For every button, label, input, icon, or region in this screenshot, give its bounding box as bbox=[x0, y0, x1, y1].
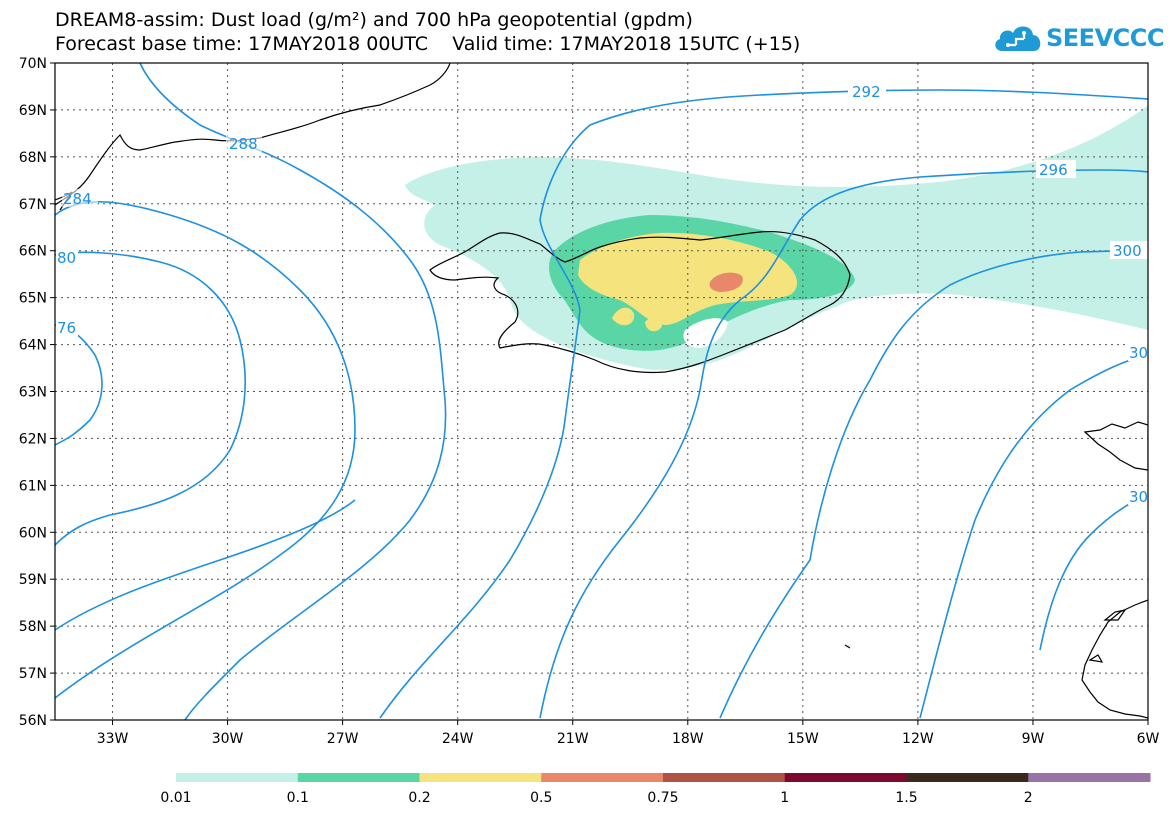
colorbar-label: 2 bbox=[1024, 790, 1033, 806]
colorbar-swatch bbox=[663, 773, 786, 782]
colorbar-swatch bbox=[541, 773, 664, 782]
coastline-iceland bbox=[429, 230, 851, 374]
colorbar-swatch bbox=[297, 773, 420, 782]
colorbar-label: 0.01 bbox=[160, 790, 191, 806]
dust-area-05 bbox=[709, 272, 743, 292]
contour-label-276: 76 bbox=[57, 319, 76, 337]
coastline-faroe bbox=[1083, 421, 1148, 471]
dust-area-02b bbox=[612, 307, 635, 326]
cloud-icon bbox=[995, 26, 1041, 51]
colorbar-label: 0.2 bbox=[408, 790, 430, 806]
contour-300 bbox=[809, 249, 1148, 561]
lon-tick-label: 9W bbox=[1022, 731, 1045, 747]
colorbar: 0.01 0.1 0.2 0.5 0.75 1 1.5 2 bbox=[160, 773, 1151, 806]
lat-tick-label: 67N bbox=[19, 197, 47, 213]
lat-tick-label: 59N bbox=[19, 572, 47, 588]
dust-gap bbox=[683, 318, 728, 348]
lon-axis: 33W 30W 27W 24W 21W 18W 15W 12W 9W 6W bbox=[97, 720, 1160, 747]
lat-tick-label: 65N bbox=[19, 291, 47, 307]
lat-tick-label: 70N bbox=[19, 56, 47, 72]
lon-tick-label: 6W bbox=[1137, 731, 1160, 747]
contour-label-308: 30 bbox=[1129, 488, 1148, 506]
lon-tick-label: 27W bbox=[327, 731, 359, 747]
coastlines bbox=[55, 63, 1148, 719]
colorbar-swatch bbox=[419, 773, 542, 782]
lat-tick-label: 56N bbox=[19, 713, 47, 729]
lat-tick-label: 66N bbox=[19, 244, 47, 260]
lat-tick-label: 68N bbox=[19, 150, 47, 166]
colorbar-label: 1.5 bbox=[895, 790, 917, 806]
dust-area-02c bbox=[645, 317, 662, 332]
contour-inner-b bbox=[719, 559, 811, 719]
contour-label-284: 284 bbox=[63, 190, 92, 208]
colorbar-swatch bbox=[176, 773, 299, 782]
lat-tick-label: 58N bbox=[19, 619, 47, 635]
colorbar-swatch bbox=[1028, 773, 1151, 782]
lat-tick-label: 57N bbox=[19, 666, 47, 682]
dust-layer bbox=[405, 105, 1148, 370]
contour-label-296: 296 bbox=[1039, 161, 1068, 179]
logo-text: SEEVCCC bbox=[1046, 24, 1165, 52]
lat-tick-label: 60N bbox=[19, 525, 47, 541]
lon-tick-label: 21W bbox=[557, 731, 589, 747]
chart-title: DREAM8-assim: Dust load (g/m²) and 700 h… bbox=[55, 9, 693, 31]
lat-tick-label: 63N bbox=[19, 385, 47, 401]
contour-288 bbox=[139, 63, 447, 720]
lat-tick-label: 69N bbox=[19, 103, 47, 119]
colorbar-label: 0.1 bbox=[287, 790, 309, 806]
lat-tick-label: 62N bbox=[19, 431, 47, 447]
contour-276 bbox=[55, 324, 103, 446]
lon-tick-label: 12W bbox=[902, 731, 934, 747]
lon-tick-label: 15W bbox=[787, 731, 819, 747]
contour-272-b bbox=[55, 499, 356, 631]
lat-tick-label: 61N bbox=[19, 478, 47, 494]
contour-label-300: 300 bbox=[1113, 242, 1142, 260]
contour-inner-a bbox=[539, 389, 701, 719]
colorbar-label: 1 bbox=[780, 790, 789, 806]
lon-tick-label: 30W bbox=[212, 731, 244, 747]
dust-area-02 bbox=[578, 232, 798, 325]
contour-292 bbox=[539, 89, 1148, 221]
chart-subtitle: Forecast base time: 17MAY2018 00UTC Vali… bbox=[55, 33, 801, 55]
contour-296 bbox=[699, 169, 1148, 391]
lon-tick-label: 18W bbox=[672, 731, 704, 747]
colorbar-label: 0.75 bbox=[647, 790, 678, 806]
lat-axis: 70N 69N 68N 67N 66N 65N 64N 63N 62N 61N 60N 59N 58N 5… bbox=[19, 56, 55, 729]
contour-iceland-west bbox=[379, 219, 581, 719]
contour-284 bbox=[55, 201, 356, 699]
colorbar-label: 0.5 bbox=[530, 790, 552, 806]
geopotential-contours bbox=[55, 63, 1148, 720]
contour-label-288: 288 bbox=[229, 135, 258, 153]
contour-label-292: 292 bbox=[852, 83, 881, 101]
lon-tick-label: 24W bbox=[442, 731, 474, 747]
lat-tick-label: 64N bbox=[19, 338, 47, 354]
coastline-scotland bbox=[1081, 599, 1148, 719]
seevccc-logo: SEEVCCC bbox=[992, 18, 1165, 58]
graticule bbox=[55, 63, 1148, 720]
coastline-greenland bbox=[55, 63, 451, 206]
contour-308 bbox=[1039, 494, 1148, 651]
contour-label-280: 80 bbox=[57, 249, 76, 267]
colorbar-swatch bbox=[784, 773, 907, 782]
colorbar-swatch bbox=[906, 773, 1029, 782]
contour-labels: 292 296 300 288 284 80 76 30 30 bbox=[56, 82, 1148, 506]
contour-280 bbox=[55, 251, 246, 546]
contour-304 bbox=[919, 354, 1148, 719]
lon-tick-label: 33W bbox=[97, 731, 129, 747]
coastline-islands bbox=[844, 609, 1127, 663]
contour-label-304: 30 bbox=[1129, 344, 1148, 362]
